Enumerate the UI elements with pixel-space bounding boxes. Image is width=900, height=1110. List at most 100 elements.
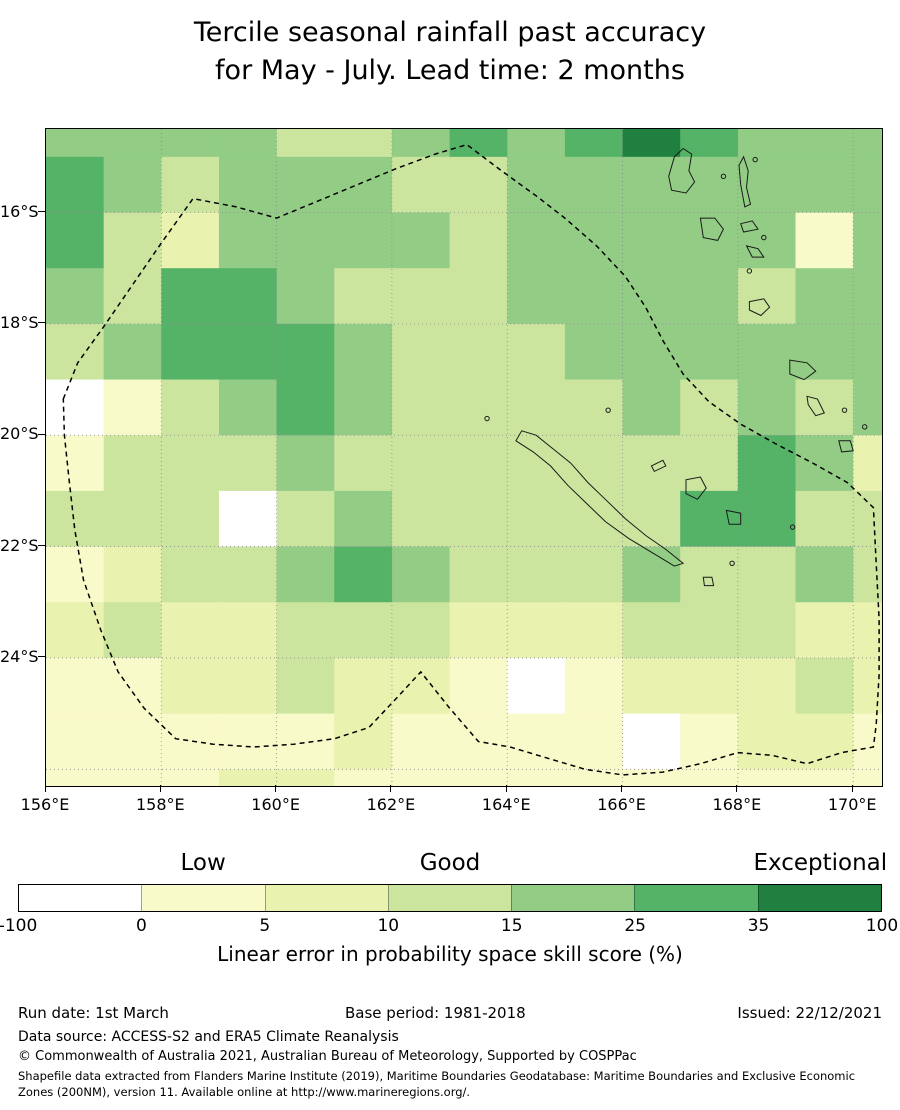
grid-cell xyxy=(46,129,105,158)
y-tick-label: 18°S xyxy=(0,312,39,332)
grid-cell xyxy=(853,323,882,381)
grid-cell xyxy=(853,268,882,325)
grid-cell xyxy=(161,156,220,214)
grid-cell xyxy=(680,156,739,214)
grid-cell xyxy=(680,323,739,381)
island-outline-efate xyxy=(748,298,771,317)
colorbar-segment-10-15 xyxy=(387,885,512,911)
grid-cell xyxy=(218,129,278,158)
base-period: Base period: 1981-2018 xyxy=(345,1004,526,1022)
colorbar xyxy=(18,884,882,912)
grid-cell xyxy=(391,657,451,715)
grid-cell xyxy=(564,546,624,603)
x-tick-label: 166°E xyxy=(597,795,646,814)
grid-cell xyxy=(622,546,681,603)
island-outline-lifou xyxy=(685,476,707,500)
grid-cell xyxy=(276,769,335,786)
grid-cell xyxy=(46,490,105,548)
grid-cell xyxy=(449,379,508,436)
colorbar-tick-label: 25 xyxy=(624,916,646,936)
grid-cell xyxy=(46,602,105,659)
y-tick-label: 24°S xyxy=(0,646,39,666)
grid-cell xyxy=(853,435,882,492)
x-tick-label: 160°E xyxy=(251,795,300,814)
grid-cell xyxy=(276,713,335,770)
grid-cell xyxy=(391,212,451,269)
x-tickmark xyxy=(159,785,161,792)
grid-cell xyxy=(507,602,566,659)
grid-cell xyxy=(449,323,508,381)
grid-cell xyxy=(103,769,162,786)
grid-cell xyxy=(103,212,162,269)
islet-outline xyxy=(862,424,868,430)
y-tickmark xyxy=(38,545,45,547)
grid-cell xyxy=(795,602,854,659)
colorbar-label-good: Good xyxy=(419,850,481,876)
grid-cell xyxy=(622,435,681,492)
grid-cell xyxy=(161,435,220,492)
shapefile-attribution: Shapefile data extracted from Flanders M… xyxy=(18,1069,856,1100)
grid-cell xyxy=(737,156,797,214)
grid-cell xyxy=(161,602,220,659)
island-outline-maewo-pentecost xyxy=(738,155,752,208)
island-outline-ouvea xyxy=(650,459,667,473)
grid-cell xyxy=(276,129,335,158)
colorbar-segment-35-100 xyxy=(757,885,881,911)
grid-cell xyxy=(103,156,162,214)
x-tickmark xyxy=(44,785,46,792)
grid-cell xyxy=(334,212,393,269)
grid-cell xyxy=(391,268,451,325)
colorbar-tick-label: 0 xyxy=(136,916,147,936)
grid-cell xyxy=(564,268,624,325)
island-outline-grande-terre xyxy=(515,430,685,567)
grid-cell xyxy=(218,657,278,715)
grid-cell xyxy=(334,769,393,786)
colorbar-tick-label: 35 xyxy=(747,916,770,936)
grid-cell xyxy=(391,546,451,603)
grid-cell xyxy=(391,602,451,659)
colorbar-segment-0-5 xyxy=(141,885,265,911)
map-heatmap xyxy=(46,129,882,786)
map-plot xyxy=(45,128,883,787)
run-date: Run date: 1st March xyxy=(18,1004,169,1022)
grid-cell xyxy=(218,156,278,214)
grid-cell xyxy=(391,490,451,548)
grid-cell xyxy=(564,323,624,381)
grid-cell xyxy=(391,769,451,786)
chart-title-line2: for May - July. Lead time: 2 months xyxy=(215,54,685,86)
grid-cell xyxy=(737,490,797,548)
grid-cell xyxy=(680,602,739,659)
grid-cell xyxy=(334,129,393,158)
grid-cell xyxy=(449,602,508,659)
grid-cell xyxy=(218,602,278,659)
grid-cell xyxy=(622,212,681,269)
grid-cell xyxy=(103,602,162,659)
grid-cell xyxy=(276,156,335,214)
grid-cell xyxy=(564,490,624,548)
island-outline-ambrym xyxy=(740,220,759,233)
islet-outline xyxy=(729,560,735,566)
grid-cell xyxy=(103,268,162,325)
island-outline-isle-of-pines xyxy=(702,576,715,587)
grid-cell xyxy=(449,435,508,492)
grid-cell xyxy=(103,490,162,548)
grid-cell xyxy=(103,657,162,715)
grid-cell xyxy=(737,212,797,269)
grid-cell xyxy=(507,546,566,603)
footer-row: Run date: 1st March Base period: 1981-20… xyxy=(0,1004,900,1024)
grid-cell xyxy=(680,546,739,603)
colorbar-label-exceptional: Exceptional xyxy=(753,850,888,876)
y-tickmark xyxy=(38,322,45,324)
grid-cell xyxy=(276,490,335,548)
grid-cell xyxy=(449,657,508,715)
x-tickmark xyxy=(390,785,392,792)
grid-cell xyxy=(680,657,739,715)
grid-cell xyxy=(46,435,105,492)
grid-cell xyxy=(564,435,624,492)
grid-cell xyxy=(161,268,220,325)
grid-cell xyxy=(795,490,854,548)
grid-cell xyxy=(449,268,508,325)
grid-cell xyxy=(795,769,854,786)
island-outline-epi xyxy=(745,245,765,258)
grid-cell xyxy=(449,156,508,214)
